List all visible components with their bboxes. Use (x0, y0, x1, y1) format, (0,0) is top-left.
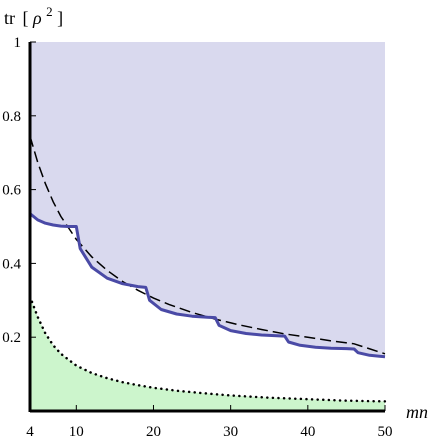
lower-fill-region (30, 296, 385, 411)
x-tick-label: 10 (69, 424, 84, 440)
tick-layer: 4 10 20 30 40 50 0.2 0.4 0.6 0.8 1 (2, 35, 392, 440)
y-tick-label: 1 (14, 35, 22, 51)
x-axis-label: mn (406, 402, 428, 422)
axis-layer (28, 42, 385, 413)
upper-fill-region (30, 42, 385, 357)
y-tick-label: 0.6 (2, 183, 21, 199)
y-axis-label: tr [ ρ 2 ] (4, 0, 63, 28)
y-axis-label-open-bracket: [ (23, 8, 29, 28)
y-tick-label: 0.8 (2, 109, 21, 125)
x-tick-label: 50 (378, 424, 393, 440)
y-tick-label: 0.2 (2, 330, 21, 346)
y-axis-label-exp: 2 (46, 4, 53, 19)
x-tick-label: 30 (223, 424, 238, 440)
x-tick-label: 20 (146, 424, 161, 440)
fill-layer (30, 42, 385, 411)
y-axis-label-var: ρ (32, 8, 42, 28)
y-tick-label: 0.4 (2, 256, 21, 272)
solid-blue-curve (29, 212, 386, 359)
x-tick-label: 40 (300, 424, 315, 440)
x-tick-label: 4 (26, 424, 34, 440)
y-axis-label-prefix: tr (4, 8, 15, 28)
y-axis-label-close-bracket: ] (57, 8, 63, 28)
dashed-curve (29, 135, 386, 355)
curve-layer (28, 135, 387, 403)
